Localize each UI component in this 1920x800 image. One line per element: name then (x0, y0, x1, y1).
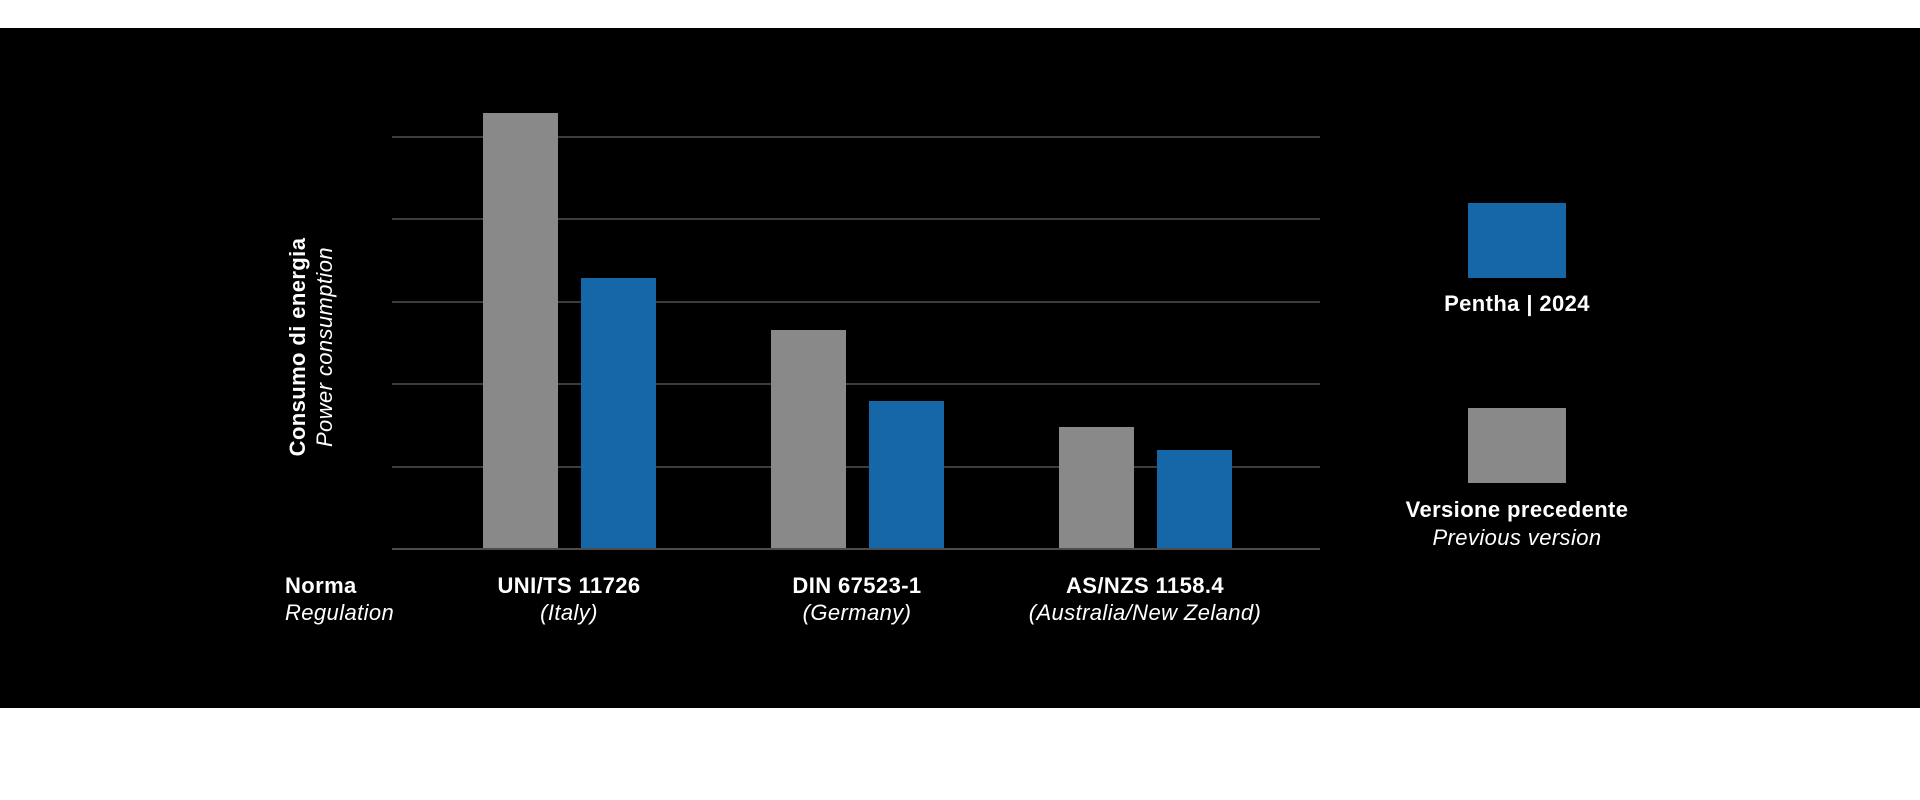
legend-label-pentha: Pentha | 2024 (1444, 291, 1590, 316)
y-axis-label-en: Power consumption (312, 247, 337, 448)
category-name: UNI/TS 11726 (497, 573, 641, 598)
legend-label-previous-en: Previous version (1432, 525, 1602, 550)
category-name: AS/NZS 1158.4 (1065, 573, 1225, 598)
x-axis-title-it: Norma (285, 573, 357, 598)
bar-previous-1 (771, 330, 846, 548)
legend-label-previous-it: Versione precedente (1405, 497, 1629, 522)
bar-pentha-2 (1157, 449, 1232, 548)
bar-pentha-1 (869, 401, 944, 548)
chart-canvas: Consumo di energia Power consumption Nor… (0, 28, 1920, 708)
category-country: (Australia/New Zeland) (1028, 600, 1262, 625)
category-country: (Germany) (802, 600, 912, 625)
legend-swatch-pentha (1468, 203, 1566, 278)
x-axis-line (392, 548, 1320, 550)
category-country: (Italy) (540, 600, 598, 625)
legend-label-previous: Versione precedente Previous version (1367, 496, 1667, 552)
gridline (392, 383, 1320, 385)
category-label-as-nzs-1158-4: AS/NZS 1158.4 (Australia/New Zeland) (985, 572, 1305, 626)
bar-pentha-0 (581, 278, 656, 548)
legend-swatch-previous (1468, 408, 1566, 483)
category-label-uni-ts-11726: UNI/TS 11726 (Italy) (409, 572, 729, 626)
y-axis-label-it: Consumo di energia (285, 237, 310, 457)
bar-previous-2 (1059, 426, 1134, 548)
bar-previous-0 (483, 113, 558, 548)
gridline (392, 135, 1320, 138)
y-axis-label: Consumo di energia Power consumption (284, 224, 338, 470)
gridline (392, 218, 1320, 220)
category-label-din-67523-1: DIN 67523-1 (Germany) (697, 572, 1017, 626)
category-name: DIN 67523-1 (792, 573, 922, 598)
x-axis-title-en: Regulation (285, 600, 395, 625)
gridline (392, 300, 1320, 303)
plot-area (392, 55, 1320, 550)
gridline (392, 465, 1320, 468)
x-axis-title: Norma Regulation (285, 572, 394, 626)
